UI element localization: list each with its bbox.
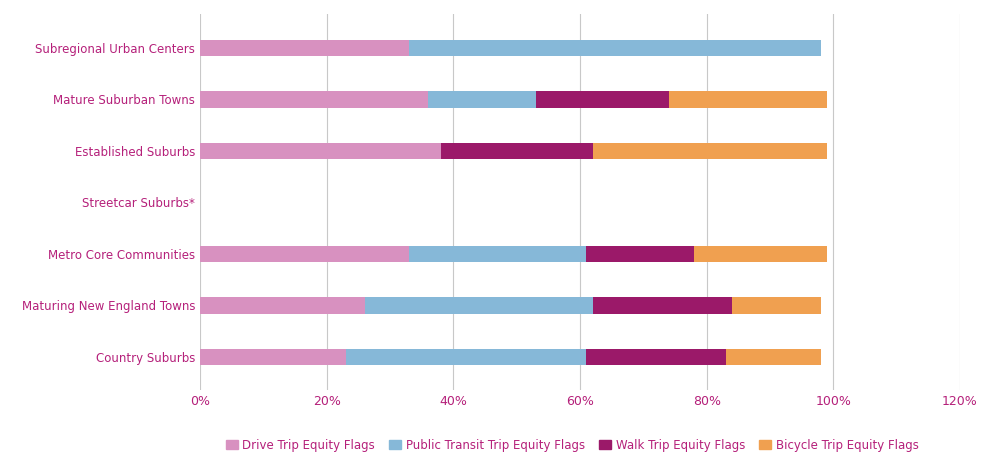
Bar [441,142,593,159]
Bar [428,91,536,108]
Bar [586,348,726,365]
Bar [200,142,441,159]
Bar [593,297,732,314]
Bar [586,246,694,262]
Bar [593,142,827,159]
Bar [200,348,346,365]
Bar [726,348,821,365]
Bar [200,246,409,262]
Bar [346,348,586,365]
Bar [365,297,593,314]
Bar [409,246,586,262]
Bar [669,91,827,108]
Bar [732,297,821,314]
Bar [200,91,428,108]
Legend: Drive Trip Equity Flags, Public Transit Trip Equity Flags, Walk Trip Equity Flag: Drive Trip Equity Flags, Public Transit … [221,434,923,456]
Bar [200,40,409,56]
Bar [200,297,365,314]
Bar [409,40,821,56]
Bar [694,246,827,262]
Bar [536,91,669,108]
